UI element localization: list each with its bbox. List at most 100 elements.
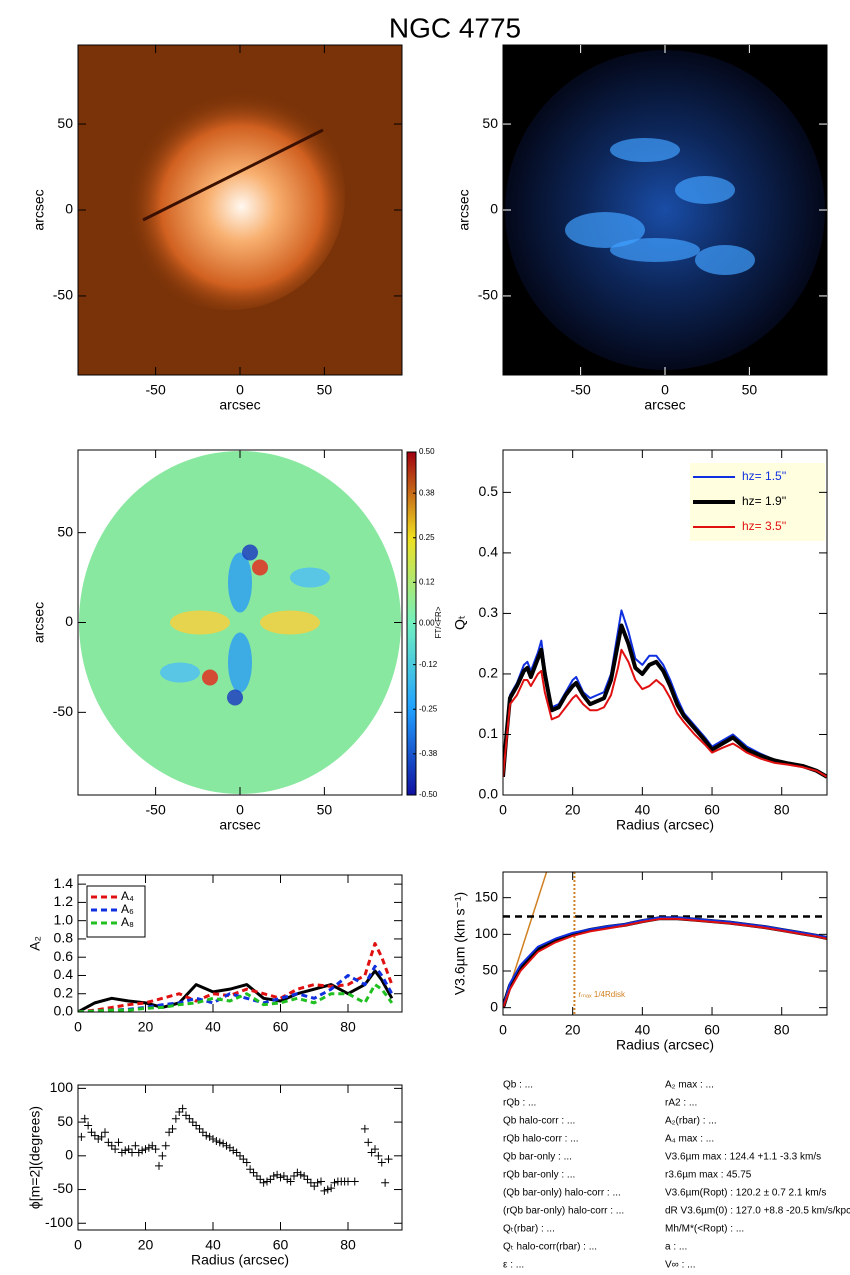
scatter-point — [310, 1182, 319, 1191]
y-tick-label: 50 — [57, 1113, 73, 1129]
x-tick-label: 0 — [74, 1019, 82, 1035]
scatter-point — [192, 1121, 201, 1130]
scatter-point — [84, 1121, 93, 1130]
scatter-point — [239, 1155, 248, 1164]
legend-label: hz= 1.5'' — [742, 469, 786, 483]
x-tick-label: 40 — [205, 1019, 221, 1035]
scatter-point — [246, 1165, 255, 1174]
y-tick-label: 1.0 — [54, 911, 74, 927]
colorbar-tick-label: 0.00 — [419, 619, 435, 628]
map-blob — [227, 689, 243, 706]
scatter-point — [121, 1146, 130, 1155]
parameter-text: rQb bar-only : ... — [503, 1170, 575, 1181]
y-tick-label: 150 — [475, 888, 499, 904]
x-tick-label: 80 — [340, 1237, 356, 1253]
map-blob — [260, 610, 320, 635]
parameter-text: a : ... — [665, 1242, 687, 1253]
scatter-point — [212, 1136, 221, 1145]
scatter-point — [185, 1114, 194, 1123]
parameter-text: rQb : ... — [503, 1098, 536, 1109]
parameter-text: (Qb bar-only) halo-corr : ... — [503, 1188, 621, 1199]
legend-label: A₈ — [121, 915, 134, 929]
x-tick-label: 20 — [138, 1237, 154, 1253]
y-tick-label: 0 — [65, 201, 73, 217]
x-axis-label: Radius (arcsec) — [616, 817, 714, 833]
parameter-text: A₄ max : ... — [665, 1134, 714, 1145]
x-tick-label: 0 — [499, 1022, 507, 1038]
y-axis-label: Qₜ — [452, 615, 468, 630]
scatter-point — [101, 1128, 109, 1137]
map-blob — [242, 544, 258, 561]
scatter-point — [198, 1128, 207, 1137]
scatter-point — [182, 1111, 190, 1120]
y-tick-label: 50 — [57, 523, 73, 539]
colorbar-tick-label: -0.38 — [419, 749, 438, 758]
x-tick-label: 40 — [635, 802, 651, 818]
y-tick-label: 0.2 — [54, 984, 74, 1000]
colorbar-tick-label: -0.12 — [419, 660, 438, 669]
legend-label: A₄ — [121, 889, 134, 903]
scatter-point — [377, 1158, 386, 1167]
x-tick-label: 60 — [273, 1019, 289, 1035]
scatter-point — [364, 1138, 373, 1147]
scatter-point — [202, 1131, 211, 1140]
map-blob — [170, 610, 230, 635]
colorbar-tick-label: 0.25 — [419, 533, 435, 542]
scatter-point — [90, 1131, 99, 1140]
series-line — [78, 964, 394, 1012]
scatter-point — [276, 1173, 285, 1182]
x-axis-label: arcsec — [219, 817, 260, 833]
series-line — [503, 623, 827, 779]
parameter-text: V∞ : ... — [665, 1260, 695, 1271]
parameter-text: Qb : ... — [503, 1080, 533, 1091]
y-tick-label: 1.4 — [54, 875, 74, 891]
plot-frame — [502, 449, 828, 796]
scatter-point — [313, 1178, 322, 1187]
x-axis-label: arcsec — [644, 397, 685, 413]
scatter-point — [131, 1141, 140, 1150]
emission-blob — [565, 212, 645, 248]
scatter-point — [158, 1151, 167, 1160]
plot-area — [78, 1104, 393, 1195]
colorbar-label: FT/<FR> — [434, 606, 443, 638]
x-tick-label: 20 — [565, 802, 581, 818]
plot-area — [503, 45, 827, 375]
scatter-point — [269, 1172, 278, 1181]
scatter-point — [128, 1148, 136, 1157]
scatter-point — [256, 1175, 265, 1184]
series-line — [503, 917, 827, 1009]
x-tick-label: 50 — [317, 802, 333, 818]
map-disk — [79, 451, 401, 794]
scatter-point — [195, 1124, 204, 1133]
y-tick-label: 0.0 — [479, 786, 499, 802]
y-axis-label: A₂ — [27, 936, 43, 951]
scatter-point — [242, 1158, 251, 1167]
x-axis-label: Radius (arcsec) — [616, 1037, 714, 1053]
x-tick-label: 20 — [565, 1022, 581, 1038]
map-blob — [228, 632, 252, 693]
y-tick-label: 50 — [482, 962, 498, 978]
parameter-text: V3.6µm(Ropt) : 120.2 ± 0.7 2.1 km/s — [665, 1188, 826, 1199]
series-line — [78, 983, 394, 1012]
x-tick-label: 60 — [704, 1022, 720, 1038]
parameter-text: V3.6µm max : 124.4 +1.1 -3.3 km/s — [665, 1152, 821, 1163]
scatter-point — [350, 1177, 359, 1186]
colorbar-tick-label: -0.50 — [419, 790, 438, 799]
y-tick-label: 0 — [65, 613, 73, 629]
x-tick-label: 80 — [774, 1022, 790, 1038]
scatter-point — [286, 1177, 295, 1186]
scatter-point — [330, 1178, 339, 1187]
x-tick-label: 0 — [499, 802, 507, 818]
scatter-point — [374, 1151, 383, 1160]
series-line — [503, 648, 827, 778]
emission-blob — [695, 245, 755, 275]
y-tick-label: -50 — [478, 287, 498, 303]
scatter-point — [148, 1141, 157, 1150]
scatter-point — [111, 1145, 120, 1154]
plot-frame — [77, 874, 403, 1013]
scatter-point — [236, 1151, 244, 1160]
scatter-point — [323, 1185, 332, 1194]
scatter-point — [344, 1177, 352, 1186]
scatter-point — [188, 1118, 197, 1127]
